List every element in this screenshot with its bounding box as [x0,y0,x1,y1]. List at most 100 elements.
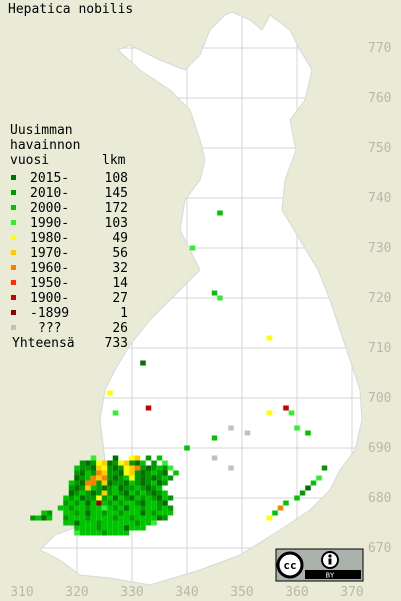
observation-square [140,465,146,471]
observation-square [107,460,113,466]
observation-square [74,515,80,521]
observation-square [96,515,102,521]
observation-square [96,495,102,501]
observations [30,210,328,536]
observation-square [151,490,157,496]
observation-square [167,475,174,481]
observation-square [145,470,152,476]
observation-square [90,485,97,491]
legend-label: 2010- [30,186,69,201]
observation-square [162,460,168,466]
observation-square [112,510,119,516]
observation-square [151,500,157,506]
observation-square [85,505,91,511]
legend-swatch [11,265,16,270]
observation-square [140,360,146,366]
y-tick-label: 700 [368,391,391,406]
observation-square [96,505,102,511]
observation-square [101,510,108,516]
observation-square [63,515,69,521]
observation-square [96,490,102,496]
observation-square [129,470,135,476]
observation-square [305,430,311,436]
observation-square [79,530,86,536]
observation-square [68,500,75,506]
observation-square [79,500,86,506]
observation-square [217,295,223,301]
legend-header: havainnon [10,138,80,153]
observation-square [123,505,130,511]
observation-square [68,520,75,526]
y-tick-label: 690 [368,441,391,456]
observation-square [112,470,119,476]
observation-square [112,475,119,481]
observation-square [96,465,102,471]
legend-label: 1900- [30,291,69,306]
observation-square [156,495,163,501]
observation-square [140,505,146,511]
legend-count: 26 [112,321,128,336]
observation-square [162,475,168,481]
observation-square [107,495,113,501]
observation-square [145,480,152,486]
observation-square [123,525,130,531]
observation-square [162,500,168,506]
observation-square [129,510,135,516]
observation-square [118,495,124,501]
observation-square [112,500,119,506]
observation-square [162,490,168,496]
observation-square [156,465,163,471]
observation-square [321,465,328,471]
legend-header: Uusimman [10,123,73,138]
observation-square [68,480,75,486]
observation-square [173,470,179,476]
legend-label: 1970- [30,246,69,261]
observation-square [118,520,124,526]
observation-square [123,510,130,516]
x-tick-label: 350 [230,585,253,600]
legend-count: 103 [105,216,128,231]
x-tick-label: 340 [175,585,198,600]
legend-label: 2000- [30,201,69,216]
observation-square [118,465,124,471]
observation-square [107,390,113,396]
observation-square [101,470,108,476]
observation-square [79,470,86,476]
observation-square [151,505,157,511]
observation-square [134,510,141,516]
by-icon-head [328,554,332,558]
observation-square [90,510,97,516]
cc-text: cc [283,559,296,572]
observation-square [129,485,135,491]
observation-square [74,465,80,471]
legend-label: 1960- [30,261,69,276]
observation-square [151,515,157,521]
y-tick-label: 750 [368,141,391,156]
legend-count: 14 [112,276,128,291]
observation-square [96,510,102,516]
observation-square [96,480,102,486]
legend-header: vuosi [10,153,49,168]
legend-swatch [11,280,16,285]
observation-square [74,470,80,476]
observation-square [68,490,75,496]
observation-square [145,505,152,511]
observation-square [112,490,119,496]
observation-square [134,515,141,521]
observation-square [79,515,86,521]
observation-square [294,425,300,431]
legend-swatch [11,295,16,300]
observation-square [85,470,91,476]
observation-square [299,490,306,496]
observation-square [129,500,135,506]
observation-square [107,485,113,491]
observation-square [101,520,108,526]
legend-swatch [11,190,16,195]
observation-square [107,515,113,521]
observation-square [118,490,124,496]
legend-swatch [11,205,16,210]
observation-square [134,525,141,531]
observation-square [162,495,168,501]
observation-square [85,475,91,481]
observation-square [294,495,300,501]
